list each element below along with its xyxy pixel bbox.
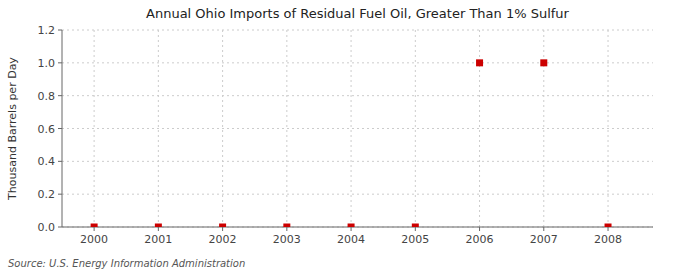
- x-tick-label: 2004: [337, 233, 365, 246]
- point: [476, 59, 483, 66]
- y-tick-label: 1.2: [38, 24, 56, 37]
- grid-line-y: [62, 95, 653, 96]
- y-tick-label: 0.8: [38, 90, 56, 103]
- y-tick-label: 1.0: [38, 57, 56, 70]
- point: [540, 59, 547, 66]
- x-tick: [286, 227, 287, 231]
- grid-line-x: [351, 30, 352, 227]
- y-tick: [58, 95, 62, 96]
- x-axis-line: [62, 227, 653, 228]
- x-tick-label: 2000: [80, 233, 108, 246]
- y-tick: [58, 128, 62, 129]
- y-tick-label: 0.0: [38, 221, 56, 234]
- chart: 2000 2001 2002 2003 2004 2005 2006 2007 2008 0.0 0…: [0, 0, 675, 275]
- x-tick-label: 2007: [530, 233, 558, 246]
- point: [219, 224, 226, 228]
- x-tick: [415, 227, 416, 231]
- x-tick-label: 2001: [144, 233, 172, 246]
- grid: [62, 30, 653, 227]
- x-tick: [543, 227, 544, 231]
- grid-line-y: [62, 194, 653, 195]
- point: [348, 224, 355, 228]
- x-tick: [351, 227, 352, 231]
- grid-line-y: [62, 161, 653, 162]
- y-tick-label: 0.2: [38, 188, 56, 201]
- y-tick-label: 0.6: [38, 123, 56, 136]
- grid-line-y: [62, 30, 653, 31]
- y-tick: [58, 194, 62, 195]
- y-tick: [58, 62, 62, 63]
- x-tick-label: 2003: [273, 233, 301, 246]
- grid-line-y: [62, 62, 653, 63]
- x-tick: [158, 227, 159, 231]
- y-axis-label: Thousand Barrels per Day: [6, 57, 19, 201]
- chart-container: 2000 2001 2002 2003 2004 2005 2006 2007 2008 0.0 0…: [0, 0, 675, 275]
- x-tick-label: 2005: [401, 233, 429, 246]
- y-axis-line: [62, 30, 63, 227]
- y-tick: [58, 30, 62, 31]
- plot-area: [62, 30, 653, 227]
- point: [605, 224, 612, 228]
- x-tick: [94, 227, 95, 231]
- point: [155, 224, 162, 228]
- x-tick: [479, 227, 480, 231]
- x-tick: [608, 227, 609, 231]
- axes: 2000 2001 2002 2003 2004 2005 2006 2007 2008 0.0 0…: [38, 24, 654, 246]
- grid-line-y: [62, 227, 653, 228]
- x-tick-label: 2008: [594, 233, 622, 246]
- x-tick: [222, 227, 223, 231]
- grid-line-x: [415, 30, 416, 227]
- source-note: Source: U.S. Energy Information Administ…: [8, 258, 245, 269]
- y-tick: [58, 161, 62, 162]
- title: Annual Ohio Imports of Residual Fuel Oil…: [146, 6, 570, 21]
- y-tick-label: 0.4: [38, 155, 56, 168]
- x-tick-label: 2006: [466, 233, 494, 246]
- point: [91, 224, 98, 228]
- x-tick-label: 2002: [209, 233, 237, 246]
- point: [283, 224, 290, 228]
- grid-line-y: [62, 128, 653, 129]
- point: [412, 224, 419, 228]
- y-tick: [58, 227, 62, 228]
- series: [91, 59, 612, 227]
